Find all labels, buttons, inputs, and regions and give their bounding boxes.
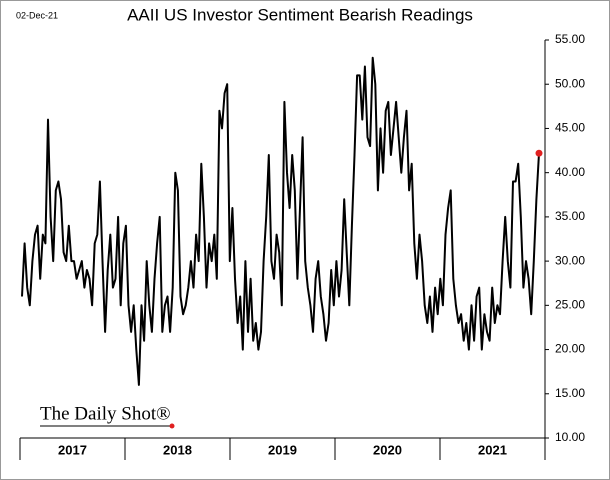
date-label: 02-Dec-21 [16,10,58,20]
y-tick-label: 55.00 [555,32,585,46]
x-tick-label: 2021 [478,442,507,457]
y-tick-label: 30.00 [555,253,585,267]
y-tick-label: 25.00 [555,298,585,312]
y-tick-label: 20.00 [555,342,585,356]
y-tick-label: 35.00 [555,209,585,223]
y-tick-label: 50.00 [555,76,585,90]
x-tick-label: 2019 [268,442,297,457]
chart-title: AAII US Investor Sentiment Bearish Readi… [127,5,473,24]
x-tick-label: 2020 [373,442,402,457]
y-tick-label: 45.00 [555,121,585,135]
source-logo: The Daily Shot® [40,403,171,424]
x-tick-label: 2018 [163,442,192,457]
y-tick-label: 10.00 [555,430,585,444]
last-point [535,149,543,157]
logo-dot [169,423,175,429]
y-tick-label: 40.00 [555,165,585,179]
y-tick-label: 15.00 [555,386,585,400]
data-line [21,56,540,386]
x-tick-label: 2017 [58,442,87,457]
